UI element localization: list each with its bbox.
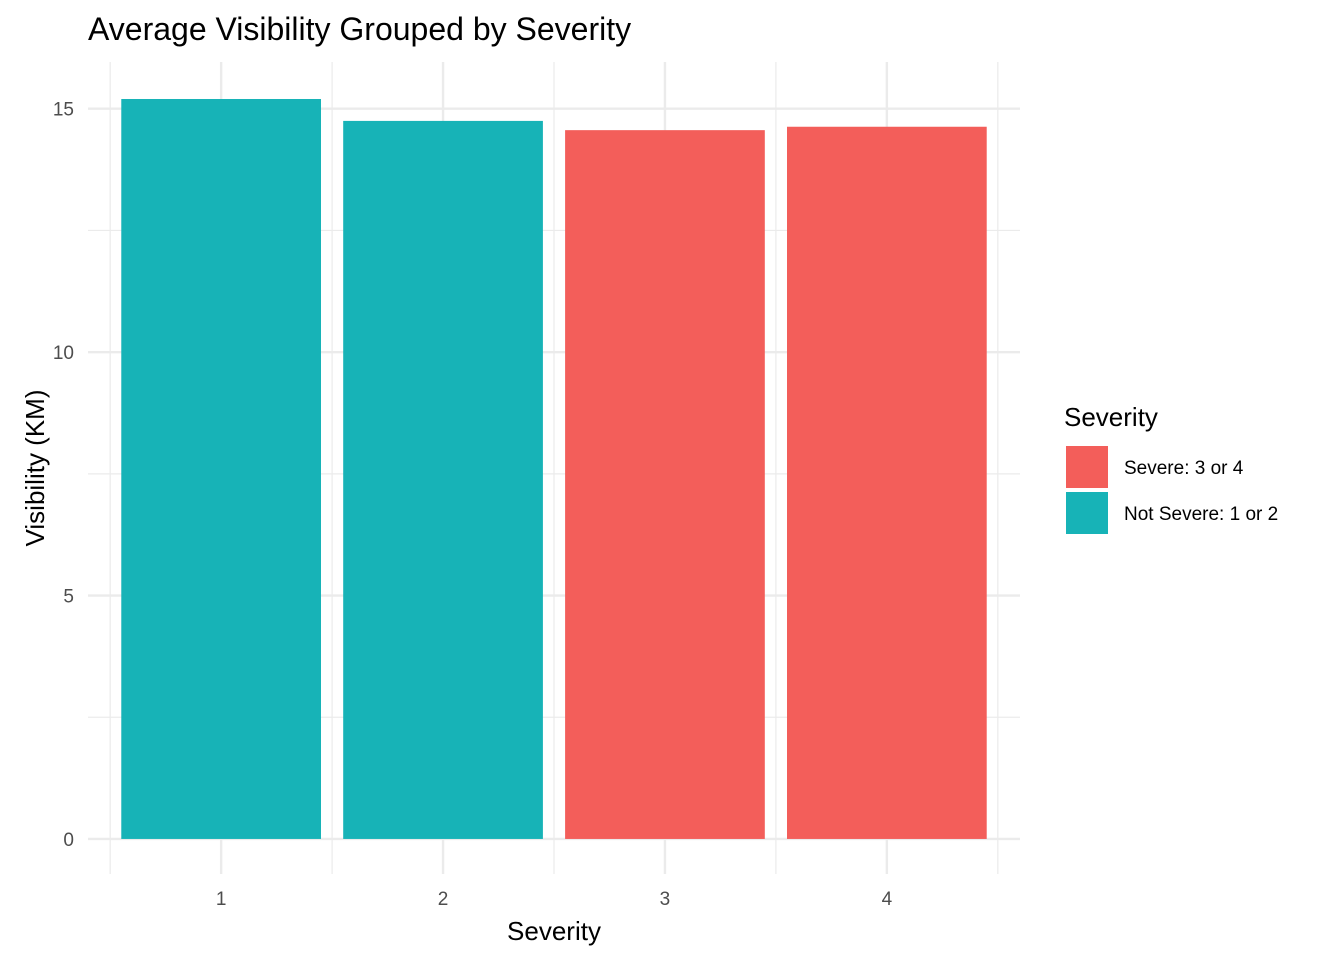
bar-severity-4 bbox=[787, 126, 987, 839]
y-axis-title: Visibility (KM) bbox=[20, 390, 50, 547]
y-tick-label: 15 bbox=[53, 100, 74, 121]
bar-severity-3 bbox=[565, 130, 765, 839]
legend: Severity Severe: 3 or 4 Not Severe: 1 or … bbox=[1064, 402, 1278, 534]
x-tick-label: 4 bbox=[882, 889, 893, 910]
y-tick-label: 10 bbox=[53, 343, 74, 364]
legend-label: Not Severe: 1 or 2 bbox=[1124, 504, 1278, 525]
legend-label: Severe: 3 or 4 bbox=[1124, 458, 1244, 479]
x-axis-title: Severity bbox=[507, 916, 601, 946]
x-tick-label: 2 bbox=[438, 889, 449, 910]
y-tick-label: 5 bbox=[63, 587, 74, 608]
legend-items: Severe: 3 or 4 Not Severe: 1 or 2 bbox=[1066, 446, 1278, 534]
y-tick-labels: 0 5 10 15 bbox=[53, 100, 74, 851]
legend-title: Severity bbox=[1064, 402, 1158, 432]
bar-severity-1 bbox=[121, 98, 322, 839]
x-tick-label: 3 bbox=[660, 889, 671, 910]
bar-severity-2 bbox=[343, 120, 543, 839]
x-tick-labels: 1 2 3 4 bbox=[216, 889, 893, 910]
x-tick-label: 1 bbox=[216, 889, 227, 910]
bars bbox=[121, 98, 987, 839]
legend-swatch bbox=[1066, 492, 1108, 534]
legend-swatch bbox=[1066, 446, 1108, 488]
chart-title: Average Visibility Grouped by Severity bbox=[88, 11, 631, 47]
y-tick-label: 0 bbox=[63, 830, 74, 851]
